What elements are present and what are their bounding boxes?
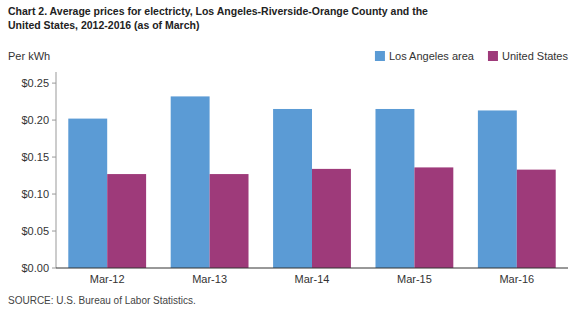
y-tick-label: $0.20 [21,114,49,126]
y-tick [52,194,56,195]
title: Chart 2. Average prices for electricty, … [8,5,428,31]
bar [517,170,556,268]
source-note: SOURCE: U.S. Bureau of Labor Statistics. [8,295,196,306]
bars [68,96,555,268]
background [0,0,579,310]
chart: Chart 2. Average prices for electricty, … [0,0,579,310]
legend-label: Los Angeles area [389,50,475,62]
legend-swatch [375,51,385,61]
y-tick [52,231,56,232]
y-label: Per kWh [8,50,50,62]
x-tick-label: Mar-12 [90,273,125,285]
y-tick-label: $0.00 [21,262,49,274]
y-tick [52,83,56,84]
x-tick-label: Mar-13 [192,273,227,285]
y-tick-label: $0.25 [21,77,49,89]
y-tick-label: $0.10 [21,188,49,200]
legend-swatch [488,51,498,61]
x-tick-label: Mar-15 [397,273,432,285]
y-tick [52,157,56,158]
bar [273,109,312,268]
y-axis [56,72,57,268]
x-axis [56,268,568,269]
bar [107,174,146,268]
bar [210,174,249,268]
bar [375,109,414,268]
legend-item: United States [488,50,569,62]
bar [478,110,517,268]
x-tick-label: Mar-14 [295,273,330,285]
legend-label: United States [502,50,569,62]
bar [68,119,107,268]
x-tick-label: Mar-16 [499,273,534,285]
bar [312,169,351,268]
y-tick-label: $0.15 [21,151,49,163]
legend-item: Los Angeles area [375,50,475,62]
y-tick [52,120,56,121]
legend: Los Angeles area United States [375,50,569,62]
bar [171,96,210,268]
bar [414,167,453,268]
y-tick [52,268,56,269]
y-tick-label: $0.05 [21,225,49,237]
